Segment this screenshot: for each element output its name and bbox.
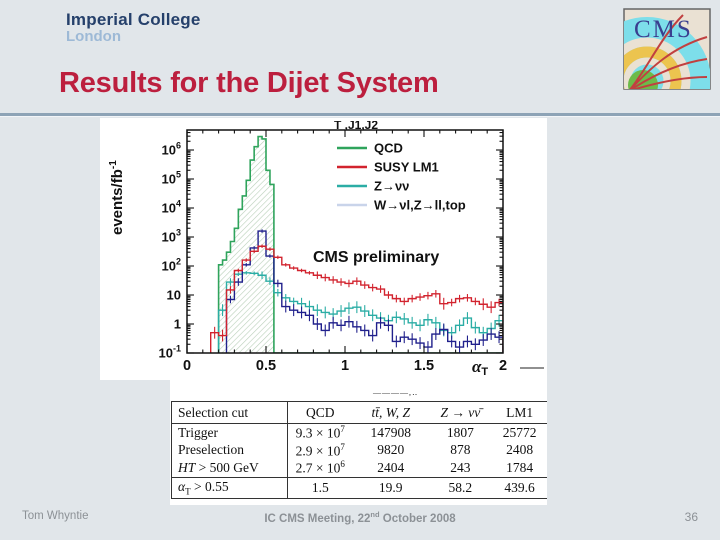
title-divider-highlight xyxy=(0,116,720,117)
table-cell: 147908 xyxy=(370,424,411,440)
axis-ticks xyxy=(186,130,504,354)
svg-text:10: 10 xyxy=(167,288,181,303)
cms-logo-art: CMS xyxy=(624,14,710,89)
table-cell: 1807 xyxy=(446,424,474,440)
table-cell: 2.9 × 107 xyxy=(295,441,345,459)
footer-meeting-ordinal: nd xyxy=(370,510,380,519)
table-row: Preselection 2.9 × 107 9820 878 2408 xyxy=(171,441,548,459)
title-divider xyxy=(0,113,720,116)
table-cell: 2404 xyxy=(377,459,405,475)
footer-meeting-text: IC CMS Meeting, 22 xyxy=(264,512,371,525)
table-row: HT > 500 GeV 2.7 × 106 2404 243 1784 xyxy=(171,459,548,477)
legend-label: Z→νν xyxy=(374,179,409,194)
table-cell: 9820 xyxy=(377,442,405,458)
column-header: Selection cut xyxy=(171,401,288,424)
cms-logo-tracks xyxy=(629,14,708,89)
svg-text:1.5: 1.5 xyxy=(414,358,434,374)
svg-text:10-1: 10-1 xyxy=(159,344,181,361)
table-cell: 243 xyxy=(450,459,471,475)
column-header: Z → νν̄ xyxy=(428,401,493,424)
legend: QCD SUSY LM1 Z→νν W→νl,Z→ll,top xyxy=(337,141,466,213)
table-row: Trigger 9.3 × 107 147908 1807 25772 xyxy=(171,423,548,442)
table-cell: 1784 xyxy=(506,459,534,475)
svg-text:104: 104 xyxy=(162,199,181,216)
legend-label: W→νl,Z→ll,top xyxy=(374,198,466,213)
legend-label: SUSY LM1 xyxy=(374,160,439,175)
series-Z→νν xyxy=(217,272,503,353)
table-cell: 1.5 xyxy=(287,476,353,499)
x-axis-labels: 0 0.5 1 1.5 2 xyxy=(183,358,507,374)
svg-text:1: 1 xyxy=(341,358,349,374)
table-cell: Preselection xyxy=(171,441,288,459)
svg-text:0.5: 0.5 xyxy=(256,358,276,374)
error-bars-SUSY LM1 xyxy=(214,244,500,342)
footer-meeting: IC CMS Meeting, 22nd October 2008 xyxy=(0,510,720,525)
column-header: LM1 xyxy=(492,401,547,424)
imperial-college-line1: Imperial College xyxy=(66,10,201,29)
cropped-text-fragment: ――――,‥ xyxy=(373,388,419,397)
footer-meeting-date: October 2008 xyxy=(379,512,456,525)
page-title: Results for the Dijet System xyxy=(59,67,439,99)
error-bars-W→νl,Z→ll,top xyxy=(229,229,500,353)
cms-logo: CMS xyxy=(623,8,711,90)
legend-label: QCD xyxy=(374,141,403,156)
table-row: αT > 0.55 1.5 19.9 58.2 439.6 xyxy=(171,476,547,499)
cropped-plot-title: T ,J1,J2 xyxy=(334,118,378,132)
imperial-college-line2: London xyxy=(66,27,121,45)
column-header: tt̄, W, Z xyxy=(352,401,429,424)
svg-text:105: 105 xyxy=(162,170,181,187)
imperial-college-logo: Imperial College London xyxy=(66,11,201,45)
table-cell: 9.3 × 107 xyxy=(295,424,345,441)
svg-text:1: 1 xyxy=(174,317,181,332)
svg-text:0: 0 xyxy=(183,358,191,374)
table-cell: αT > 0.55 xyxy=(171,476,288,499)
table-cell: HT > 500 GeV xyxy=(171,459,288,477)
y-axis-title: events/fb-1 xyxy=(108,160,126,235)
cms-logo-text: CMS xyxy=(634,16,693,43)
qcd-hatched-region xyxy=(218,136,503,353)
alphaT-plot-image: T ,J1,J2 106 105 104 103 102 10 1 10-1 0 0.5 1 1.5 2 e… xyxy=(100,118,547,380)
table-cell: 2408 xyxy=(506,442,534,458)
column-header: QCD xyxy=(287,401,353,424)
table-cell: 58.2 xyxy=(428,476,493,499)
slide-footer: Tom Whyntie IC CMS Meeting, 22nd October… xyxy=(0,510,720,530)
table-cell: 2.7 × 106 xyxy=(295,459,345,476)
svg-text:2: 2 xyxy=(499,358,507,374)
histogram-series xyxy=(210,135,503,353)
table-cell: 25772 xyxy=(502,424,537,440)
svg-text:106: 106 xyxy=(162,141,181,158)
table-cell: Trigger xyxy=(171,423,288,442)
footer-author: Tom Whyntie xyxy=(22,510,89,522)
table-cell: 439.6 xyxy=(492,476,547,499)
svg-text:103: 103 xyxy=(162,228,181,245)
series-QCD xyxy=(217,135,503,353)
cms-preliminary-label: CMS preliminary xyxy=(313,249,439,266)
svg-text:102: 102 xyxy=(162,257,181,274)
x-axis-title: αT xyxy=(472,357,488,378)
table-cell: 19.9 xyxy=(352,476,429,499)
table-cell: 878 xyxy=(450,442,471,458)
page-number: 36 xyxy=(684,510,698,524)
